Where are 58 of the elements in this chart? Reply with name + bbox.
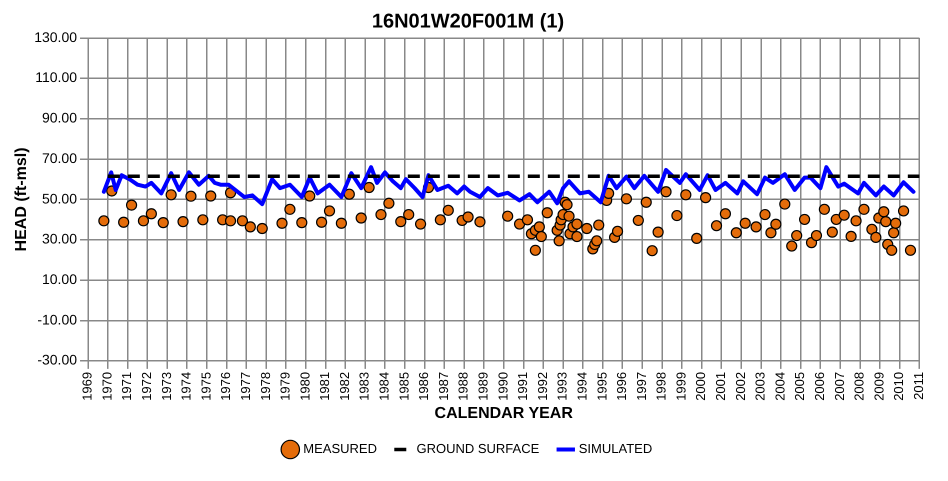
x-tick-label: 1978: [258, 372, 273, 401]
x-tick-label: 2007: [832, 372, 847, 401]
x-tick-label: 1980: [297, 372, 312, 401]
y-tick-label: 90.00: [42, 110, 78, 126]
x-tick-label: 1988: [456, 372, 471, 401]
x-tick-label: 1989: [475, 372, 490, 401]
x-tick-label: 2003: [752, 372, 768, 401]
x-tick-label: 1977: [238, 372, 253, 401]
y-tick-label: 110.00: [35, 69, 78, 86]
x-tick-label: 1990: [495, 372, 510, 401]
x-tick-label: 1997: [634, 372, 649, 401]
x-tick-label: 1975: [198, 372, 214, 401]
y-tick-label: 10.00: [42, 271, 78, 288]
x-tick-label: 1970: [99, 372, 114, 401]
x-tick-label: 1999: [673, 372, 688, 401]
x-tick-label: 1974: [178, 372, 194, 401]
legend-label: GROUND SURFACE: [416, 441, 540, 456]
x-tick-label: 1998: [654, 372, 669, 401]
x-tick-label: 1987: [436, 372, 451, 401]
x-tick-label: 1983: [356, 372, 372, 401]
x-tick-label: 2002: [732, 372, 748, 401]
x-tick-label: 1993: [554, 372, 570, 401]
x-tick-label: 1976: [218, 372, 234, 401]
x-tick-label: 2000: [693, 372, 708, 401]
x-tick-label: 1992: [534, 372, 550, 401]
x-tick-label: 2009: [871, 372, 886, 401]
x-tick-label: 2011: [910, 372, 926, 400]
x-tick-label: 1981: [317, 372, 332, 401]
legend-label: SIMULATED: [578, 441, 652, 456]
y-tick-label: 30.00: [42, 230, 78, 247]
y-tick-label: 130.00: [34, 28, 78, 45]
y-axis-title: HEAD (ft-msl): [13, 147, 30, 252]
x-tick-label: 2004: [772, 372, 788, 401]
x-tick-label: 2005: [792, 372, 808, 401]
x-tick-label: 2008: [852, 372, 867, 401]
x-tick-label: 1991: [515, 372, 530, 401]
x-tick-label: 2006: [812, 372, 828, 401]
x-tick-label: 2001: [713, 372, 728, 401]
x-tick-label: 1985: [396, 372, 412, 401]
x-tick-label: 1995: [594, 372, 610, 401]
x-tick-label: 1982: [336, 372, 352, 401]
x-tick-label: 1986: [416, 372, 432, 401]
x-tick-label: 1972: [138, 372, 154, 401]
x-tick-label: 1971: [119, 372, 134, 401]
x-tick-label: 1979: [278, 372, 293, 401]
y-tick-label: -10.00: [37, 311, 78, 328]
x-tick-label: 1996: [614, 372, 630, 401]
x-tick-label: 1969: [80, 372, 95, 401]
y-tick-label: 70.00: [42, 150, 78, 166]
x-tick-label: 2010: [891, 372, 906, 401]
x-axis-title: CALENDAR YEAR: [434, 404, 574, 422]
y-tick-label: -30.00: [37, 352, 78, 368]
x-tick-label: 1973: [158, 372, 174, 401]
y-tick-label: 50.00: [42, 190, 78, 206]
legend-label: MEASURED: [303, 441, 377, 456]
chart-title: 16N01W20F001M (1): [372, 10, 564, 33]
x-tick-label: 1994: [574, 372, 590, 401]
x-tick-label: 1984: [376, 372, 392, 401]
